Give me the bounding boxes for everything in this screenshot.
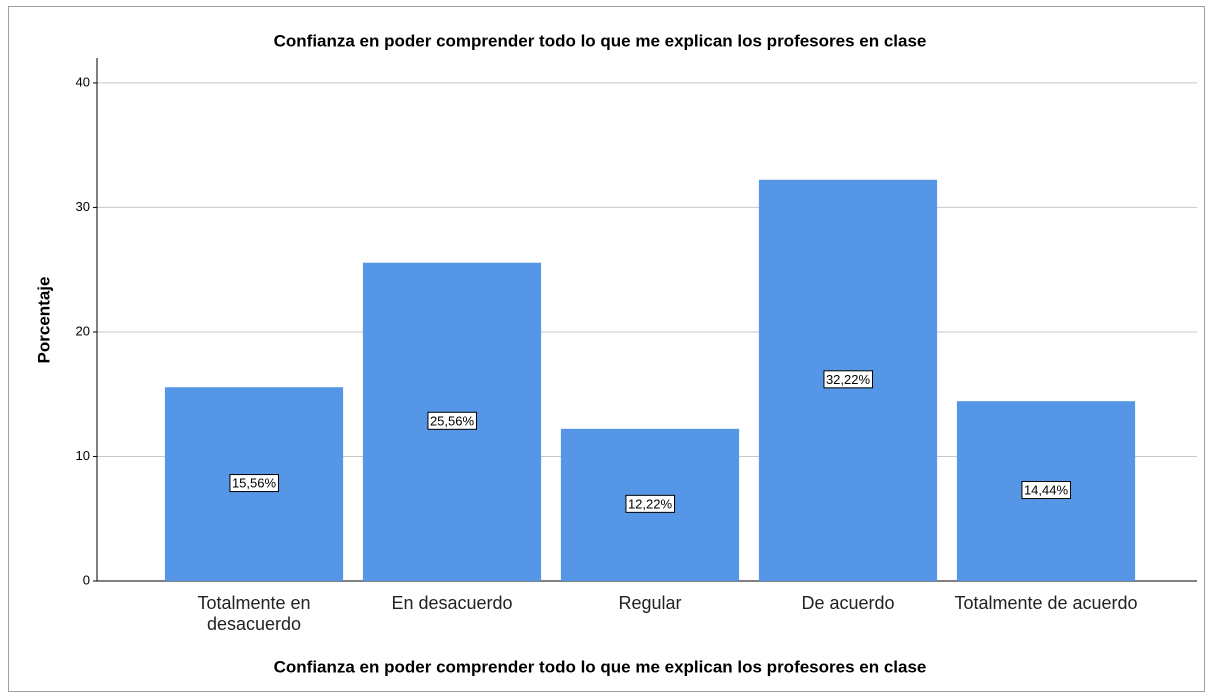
x-axis-label: Confianza en poder comprender todo lo qu… (274, 657, 927, 676)
x-tick-label: En desacuerdo (391, 593, 513, 613)
value-label-box (625, 494, 675, 513)
y-axis-label: Porcentaje (34, 277, 53, 364)
chart-title: Confianza en poder comprender todo lo qu… (274, 31, 927, 50)
value-label-box (229, 474, 279, 493)
value-label: 15,56% (232, 476, 277, 491)
value-label: 32,22% (826, 372, 871, 387)
x-tick-label: Totalmente en desacuerdo (197, 593, 311, 634)
value-label-box (427, 411, 477, 430)
y-tick-label: 0 (83, 572, 90, 587)
chart-border (8, 6, 1205, 692)
y-tick-label: 20 (76, 323, 90, 338)
y-tick-label: 30 (76, 199, 90, 214)
value-label-box (823, 370, 873, 389)
value-label: 25,56% (430, 413, 475, 428)
value-label: 12,22% (628, 496, 673, 511)
value-label-box (1021, 481, 1071, 500)
x-tick-label: De acuerdo (801, 593, 895, 613)
x-tick-label: Regular (618, 593, 682, 613)
value-label: 14,44% (1024, 483, 1069, 498)
y-tick-label: 40 (76, 74, 90, 89)
x-tick-label: Totalmente de acuerdo (954, 593, 1138, 613)
y-tick-label: 10 (76, 448, 90, 463)
